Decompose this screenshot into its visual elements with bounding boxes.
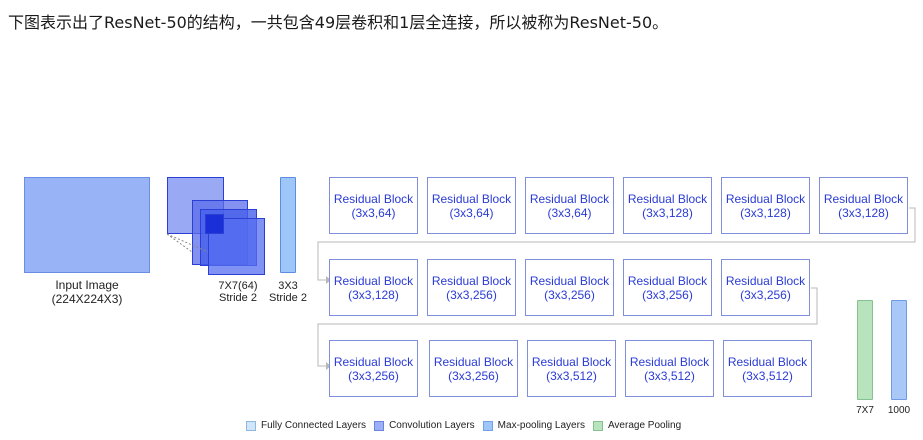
residual-block-spec: (3x3,256) — [446, 287, 497, 302]
residual-block-title: Residual Block — [529, 273, 610, 288]
legend-item: Max-pooling Layers — [482, 420, 585, 431]
residual-block: Residual Block (3x3,512) — [527, 340, 616, 397]
residual-block: Residual Block (3x3,256) — [525, 259, 614, 316]
legend-swatch — [482, 420, 493, 431]
arrow-head — [326, 276, 331, 284]
fully-connected-label: 1000 — [887, 405, 911, 416]
legend-label: Max-pooling Layers — [497, 420, 585, 431]
residual-block-title: Residual Block — [823, 191, 904, 206]
residual-block-title: Residual Block — [725, 273, 806, 288]
residual-block-title: Residual Block — [431, 191, 512, 206]
residual-block-title: Residual Block — [529, 191, 610, 206]
residual-block: Residual Block (3x3,256) — [329, 340, 418, 397]
residual-block-spec: (3x3,64) — [449, 205, 494, 220]
input-image-label-line1: Input Image — [55, 278, 119, 292]
residual-block-spec: (3x3,128) — [740, 205, 791, 220]
residual-block-title: Residual Block — [333, 191, 414, 206]
legend-label: Average Pooling — [607, 420, 682, 431]
input-image-label: Input Image (224X224X3) — [24, 278, 150, 306]
residual-block-title: Residual Block — [333, 354, 414, 369]
projection-line — [166, 233, 209, 253]
conv-kernel-highlight — [205, 214, 224, 234]
residual-block: Residual Block (3x3,256) — [721, 259, 810, 316]
residual-block: Residual Block (3x3,256) — [427, 259, 516, 316]
residual-block-spec: (3x3,256) — [544, 287, 595, 302]
residual-block-spec: (3x3,256) — [448, 368, 499, 383]
max-pooling-bar — [280, 177, 296, 273]
residual-block-spec: (3x3,256) — [348, 368, 399, 383]
residual-block: Residual Block (3x3,128) — [819, 177, 908, 234]
residual-block: Residual Block (3x3,256) — [429, 340, 518, 397]
residual-block-spec: (3x3,128) — [348, 287, 399, 302]
residual-block-spec: (3x3,64) — [351, 205, 396, 220]
residual-block-title: Residual Block — [333, 273, 414, 288]
row-connector-1 — [317, 207, 916, 281]
conv-label-line2: Stride 2 — [219, 292, 257, 304]
conv-label-line1: 7X7(64) — [218, 280, 258, 292]
residual-block-title: Residual Block — [727, 354, 808, 369]
residual-block-title: Residual Block — [431, 273, 512, 288]
legend-item: Average Pooling — [592, 420, 682, 431]
average-pooling-bar — [857, 300, 873, 400]
input-image-block — [24, 177, 150, 273]
fully-connected-bar — [891, 300, 907, 400]
residual-block-spec: (3x3,128) — [642, 205, 693, 220]
legend-item: Convolution Layers — [374, 420, 475, 431]
residual-block-spec: (3x3,512) — [644, 368, 695, 383]
residual-block-spec: (3x3,64) — [547, 205, 592, 220]
residual-block-spec: (3x3,128) — [838, 205, 889, 220]
residual-block: Residual Block (3x3,512) — [723, 340, 812, 397]
residual-block: Residual Block (3x3,128) — [329, 259, 418, 316]
legend-swatch — [246, 420, 256, 431]
pool-label-line1: 3X3 — [278, 280, 298, 292]
residual-block-spec: (3x3,512) — [546, 368, 597, 383]
residual-block: Residual Block (3x3,128) — [623, 177, 712, 234]
residual-block: Residual Block (3x3,256) — [623, 259, 712, 316]
legend-item: Fully Connected Layers — [246, 420, 366, 431]
conv-layer-label: 7X7(64) Stride 2 — [210, 280, 266, 304]
conv-layer-front — [208, 218, 265, 275]
max-pooling-label: 3X3 Stride 2 — [264, 280, 312, 304]
residual-block: Residual Block (3x3,64) — [329, 177, 418, 234]
residual-block: Residual Block (3x3,64) — [427, 177, 516, 234]
residual-block-title: Residual Block — [725, 191, 806, 206]
residual-block-spec: (3x3,256) — [642, 287, 693, 302]
pool-label-line2: Stride 2 — [269, 292, 307, 304]
residual-block-title: Residual Block — [629, 354, 710, 369]
legend-label: Convolution Layers — [389, 420, 475, 431]
arrow-head — [326, 362, 331, 370]
residual-block: Residual Block (3x3,128) — [721, 177, 810, 234]
residual-block-title: Residual Block — [531, 354, 612, 369]
row-connector-2 — [317, 287, 818, 367]
residual-block-title: Residual Block — [433, 354, 514, 369]
caption-text: 下图表示出了ResNet-50的结构，一共包含49层卷积和1层全连接，所以被称为… — [8, 13, 669, 32]
legend: Fully Connected Layers Convolution Layers… — [246, 420, 689, 431]
legend-swatch — [592, 420, 603, 431]
legend-label: Fully Connected Layers — [261, 420, 367, 431]
average-pooling-label: 7X7 — [856, 405, 874, 416]
residual-block-title: Residual Block — [627, 273, 708, 288]
residual-block: Residual Block (3x3,64) — [525, 177, 614, 234]
residual-block-spec: (3x3,512) — [742, 368, 793, 383]
legend-swatch — [374, 420, 385, 431]
projection-line — [166, 233, 193, 253]
residual-block-title: Residual Block — [627, 191, 708, 206]
residual-block: Residual Block (3x3,512) — [625, 340, 714, 397]
input-image-label-line2: (224X224X3) — [51, 292, 123, 306]
residual-block-spec: (3x3,256) — [740, 287, 791, 302]
